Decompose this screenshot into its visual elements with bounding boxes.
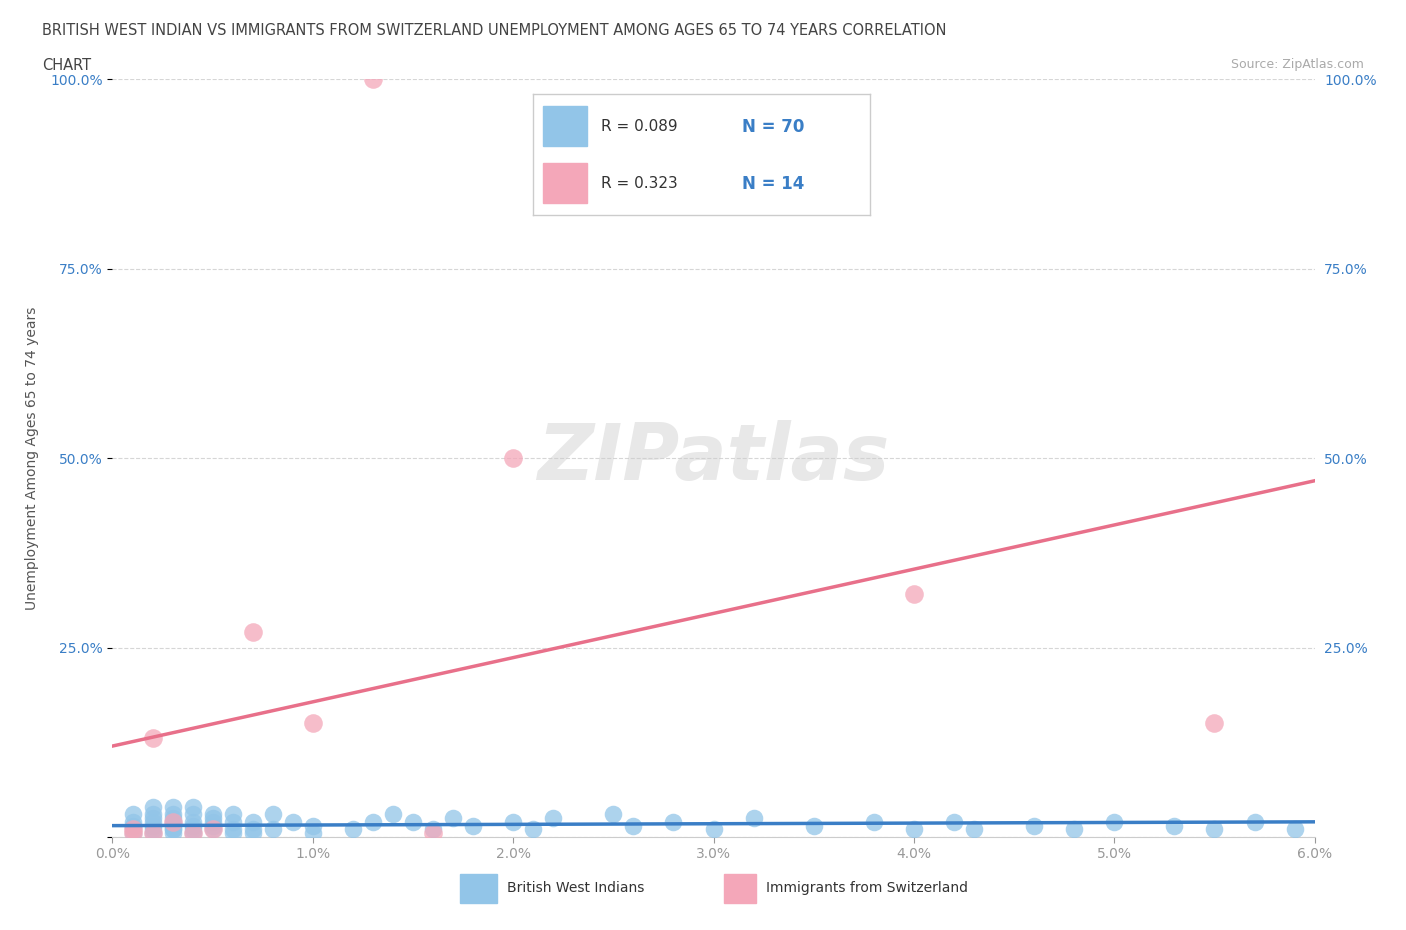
- Point: [181, 826, 204, 841]
- Point: [141, 822, 163, 837]
- Text: CHART: CHART: [42, 58, 91, 73]
- Point: [141, 818, 163, 833]
- Point: [141, 731, 163, 746]
- Point: [662, 815, 685, 830]
- Point: [1104, 815, 1126, 830]
- Point: [302, 716, 325, 731]
- Point: [121, 822, 143, 837]
- Point: [903, 822, 925, 837]
- Point: [742, 811, 765, 826]
- Point: [121, 822, 143, 837]
- Point: [181, 815, 204, 830]
- Point: [162, 799, 184, 814]
- Point: [222, 826, 245, 841]
- Point: [522, 822, 544, 837]
- Point: [502, 451, 524, 466]
- Point: [201, 811, 224, 826]
- Point: [361, 72, 384, 86]
- Point: [963, 822, 986, 837]
- Point: [302, 818, 325, 833]
- Point: [1024, 818, 1046, 833]
- Text: ZIPatlas: ZIPatlas: [537, 420, 890, 496]
- Point: [141, 826, 163, 841]
- Point: [262, 807, 284, 822]
- Point: [1063, 822, 1085, 837]
- Point: [141, 826, 163, 841]
- Text: Source: ZipAtlas.com: Source: ZipAtlas.com: [1230, 58, 1364, 71]
- Point: [141, 799, 163, 814]
- Point: [222, 815, 245, 830]
- Point: [141, 815, 163, 830]
- Point: [602, 807, 624, 822]
- Point: [361, 815, 384, 830]
- Point: [422, 826, 444, 841]
- Point: [181, 822, 204, 837]
- Point: [1243, 815, 1265, 830]
- Point: [121, 818, 143, 833]
- Point: [1284, 822, 1306, 837]
- Point: [502, 815, 524, 830]
- Point: [382, 807, 405, 822]
- Point: [162, 815, 184, 830]
- Point: [222, 807, 245, 822]
- Point: [242, 625, 264, 640]
- Point: [201, 807, 224, 822]
- Point: [1204, 822, 1226, 837]
- Point: [621, 818, 644, 833]
- Point: [201, 815, 224, 830]
- Point: [1163, 818, 1185, 833]
- Point: [441, 811, 464, 826]
- Y-axis label: Unemployment Among Ages 65 to 74 years: Unemployment Among Ages 65 to 74 years: [25, 306, 39, 610]
- Text: BRITISH WEST INDIAN VS IMMIGRANTS FROM SWITZERLAND UNEMPLOYMENT AMONG AGES 65 TO: BRITISH WEST INDIAN VS IMMIGRANTS FROM S…: [42, 23, 946, 38]
- Point: [141, 811, 163, 826]
- Point: [162, 811, 184, 826]
- Point: [121, 815, 143, 830]
- Point: [803, 818, 825, 833]
- Point: [702, 822, 725, 837]
- Point: [201, 822, 224, 837]
- Point: [162, 822, 184, 837]
- Point: [222, 822, 245, 837]
- Point: [242, 826, 264, 841]
- Point: [262, 822, 284, 837]
- Point: [543, 811, 565, 826]
- Point: [121, 807, 143, 822]
- Point: [162, 815, 184, 830]
- Point: [1204, 716, 1226, 731]
- Point: [903, 587, 925, 602]
- Point: [181, 826, 204, 841]
- Point: [402, 815, 425, 830]
- Point: [342, 822, 364, 837]
- Point: [181, 807, 204, 822]
- Point: [422, 822, 444, 837]
- Point: [242, 815, 264, 830]
- Point: [302, 826, 325, 841]
- Point: [281, 815, 304, 830]
- Point: [943, 815, 966, 830]
- Point: [862, 815, 886, 830]
- Point: [121, 826, 143, 841]
- Point: [201, 822, 224, 837]
- Point: [242, 822, 264, 837]
- Point: [121, 826, 143, 841]
- Point: [162, 826, 184, 841]
- Point: [162, 818, 184, 833]
- Point: [162, 807, 184, 822]
- Point: [181, 799, 204, 814]
- Point: [201, 818, 224, 833]
- Point: [141, 807, 163, 822]
- Point: [181, 818, 204, 833]
- Point: [162, 822, 184, 837]
- Point: [461, 818, 484, 833]
